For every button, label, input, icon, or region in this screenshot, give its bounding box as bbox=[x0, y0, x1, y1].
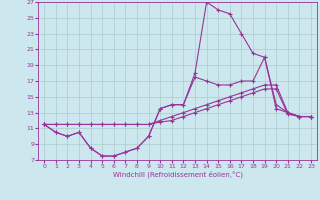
X-axis label: Windchill (Refroidissement éolien,°C): Windchill (Refroidissement éolien,°C) bbox=[113, 171, 243, 178]
